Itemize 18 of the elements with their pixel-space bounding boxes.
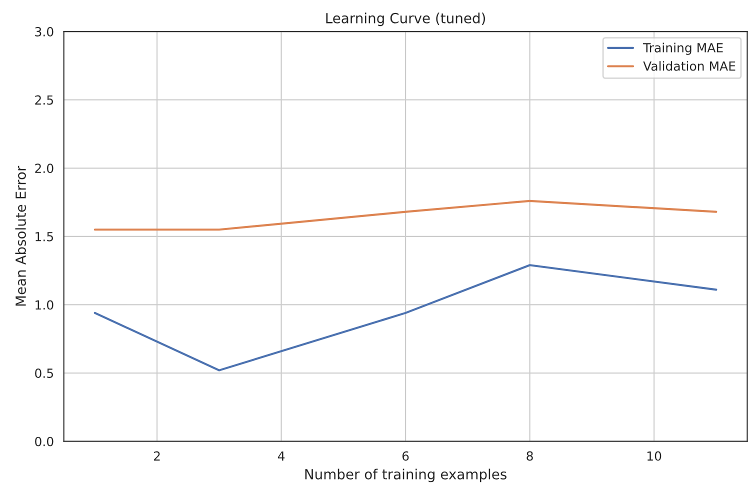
x-tick-label: 10 <box>647 451 662 461</box>
line-series <box>94 264 718 372</box>
y-tick-label: 0.5 <box>35 368 54 378</box>
y-tick-label: 2.0 <box>35 164 54 174</box>
y-tick-label: 1.0 <box>36 300 54 310</box>
y-tick-label: 2.5 <box>35 95 54 105</box>
y-tick-label: 1.5 <box>36 232 54 242</box>
y-tick-label: 0.0 <box>35 436 54 446</box>
y-axis-title: Mean Absolute Error <box>15 166 26 306</box>
chart-title: Learning Curve (tuned) <box>326 12 486 26</box>
x-tick-label: 2 <box>154 451 160 461</box>
legend-label: Validation MAE <box>643 61 736 71</box>
x-axis-title: Number of training examples <box>305 468 506 482</box>
x-tick-label: 6 <box>402 451 409 461</box>
x-tick-label: 8 <box>526 451 533 461</box>
legend-label: Training MAE <box>643 42 723 55</box>
x-tick-label: 4 <box>278 451 285 461</box>
y-tick-label: 3.0 <box>35 26 54 36</box>
